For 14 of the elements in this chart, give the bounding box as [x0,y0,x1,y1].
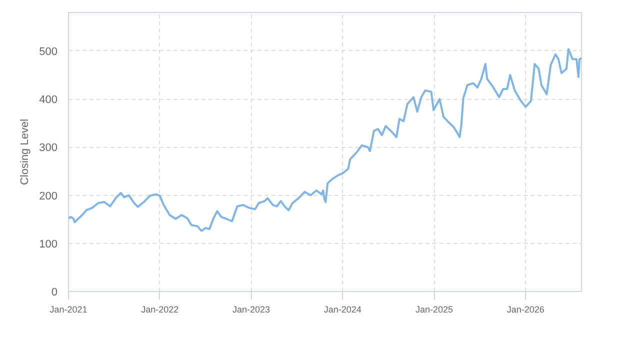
line-series [68,48,582,232]
y-tick-label: 100 [39,238,58,250]
y-tick-label: 300 [39,142,58,154]
y-tick-label: 200 [39,190,58,202]
x-tick-label: Jan-2022 [141,304,179,314]
x-tick-label: Jan-2024 [324,304,362,314]
y-tick-label: 400 [39,94,58,106]
x-tick-label: Jan-2025 [416,304,454,314]
y-tick-label: 500 [39,46,58,58]
y-axis-title: Closing Level [19,118,32,186]
x-tick-label: Jan-2021 [50,304,88,314]
x-tick-label: Jan-2023 [232,304,270,314]
y-tick-label: 0 [51,286,58,298]
x-tick-label: Jan-2026 [506,304,544,314]
